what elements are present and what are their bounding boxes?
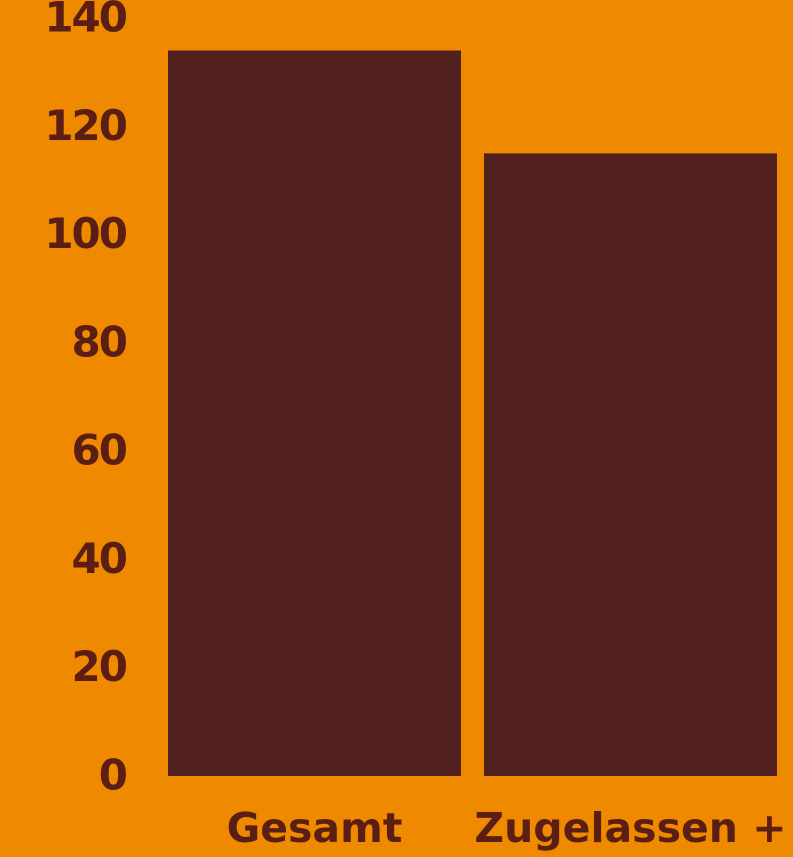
y-tick-label: 100 xyxy=(44,209,126,258)
x-tick-label: Gesamt xyxy=(227,804,403,852)
y-tick-label: 40 xyxy=(72,534,127,583)
y-tick-label: 60 xyxy=(72,426,127,475)
bar xyxy=(168,50,461,776)
y-tick-label: 120 xyxy=(44,101,126,150)
y-axis: 0 20 40 60 80 100 120 140 xyxy=(44,0,128,800)
bars xyxy=(168,50,777,776)
y-tick-label: 80 xyxy=(72,317,127,366)
bar xyxy=(484,153,777,776)
x-tick-label: Zugelassen + xyxy=(474,804,786,852)
y-tick-label: 0 xyxy=(99,751,127,800)
x-axis: Gesamt Zugelassen + xyxy=(227,804,787,852)
y-tick-label: 20 xyxy=(72,642,127,691)
y-tick-label: 140 xyxy=(44,0,126,42)
